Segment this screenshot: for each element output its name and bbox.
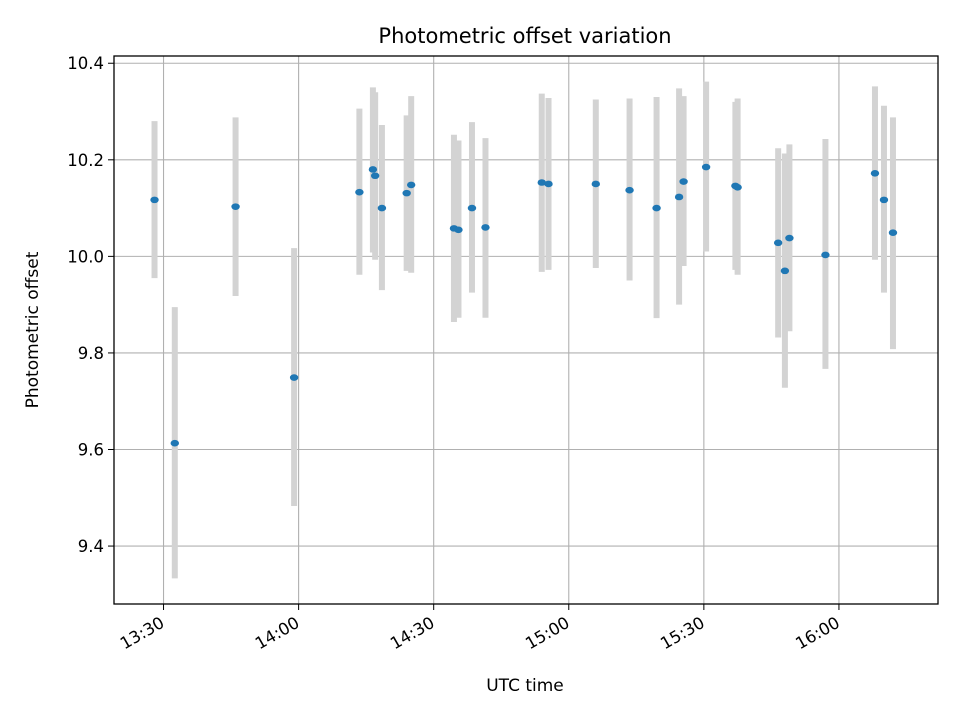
chart-title: Photometric offset variation xyxy=(378,24,671,48)
y-tick-label: 9.8 xyxy=(78,344,104,363)
x-axis: 13:30 14:00 14:30 15:00 15:30 16:00 xyxy=(117,604,843,653)
x-tick-label: 16:00 xyxy=(792,613,843,653)
data-point xyxy=(467,204,477,212)
data-point xyxy=(870,170,880,177)
data-point xyxy=(170,439,179,447)
y-axis-label: Photometric offset xyxy=(23,251,43,408)
error-bars xyxy=(151,81,896,579)
x-tick-label: 15:30 xyxy=(657,613,708,653)
data-point xyxy=(368,166,378,173)
x-tick-label: 14:00 xyxy=(252,613,303,653)
data-point xyxy=(406,181,416,189)
data-point xyxy=(231,203,240,210)
data-point xyxy=(370,172,380,180)
y-tick-label: 9.6 xyxy=(78,440,104,459)
data-point xyxy=(733,184,742,191)
x-tick-label: 13:30 xyxy=(117,613,168,653)
data-point xyxy=(773,239,783,247)
data-point xyxy=(625,186,634,194)
data-point xyxy=(402,189,411,197)
data-point xyxy=(544,180,553,188)
y-axis: 9.4 9.6 9.8 10.0 10.2 10.4 xyxy=(67,54,114,556)
y-tick-label: 10.4 xyxy=(67,54,104,73)
data-point xyxy=(591,180,600,188)
data-point xyxy=(454,226,463,234)
data-point xyxy=(888,229,898,237)
data-point xyxy=(780,267,790,275)
x-tick-label: 15:00 xyxy=(522,613,573,653)
y-tick-label: 9.4 xyxy=(78,537,104,556)
data-point xyxy=(537,179,546,186)
plot-frame xyxy=(113,55,939,605)
data-point xyxy=(879,196,889,204)
data-points xyxy=(150,163,898,447)
x-axis-label: UTC time xyxy=(486,676,564,696)
x-tick-label: 14:30 xyxy=(387,613,438,653)
y-tick-label: 10.0 xyxy=(67,247,104,266)
data-point xyxy=(679,178,688,185)
data-point xyxy=(289,374,299,381)
data-point xyxy=(674,193,684,201)
data-point xyxy=(821,251,830,259)
data-point xyxy=(355,188,364,196)
data-point xyxy=(150,196,159,204)
grid xyxy=(114,56,938,604)
y-tick-label: 10.2 xyxy=(67,151,104,170)
data-point xyxy=(377,204,387,212)
data-point xyxy=(481,224,490,231)
data-point xyxy=(785,234,794,242)
data-point xyxy=(701,163,711,171)
data-point xyxy=(652,204,661,212)
